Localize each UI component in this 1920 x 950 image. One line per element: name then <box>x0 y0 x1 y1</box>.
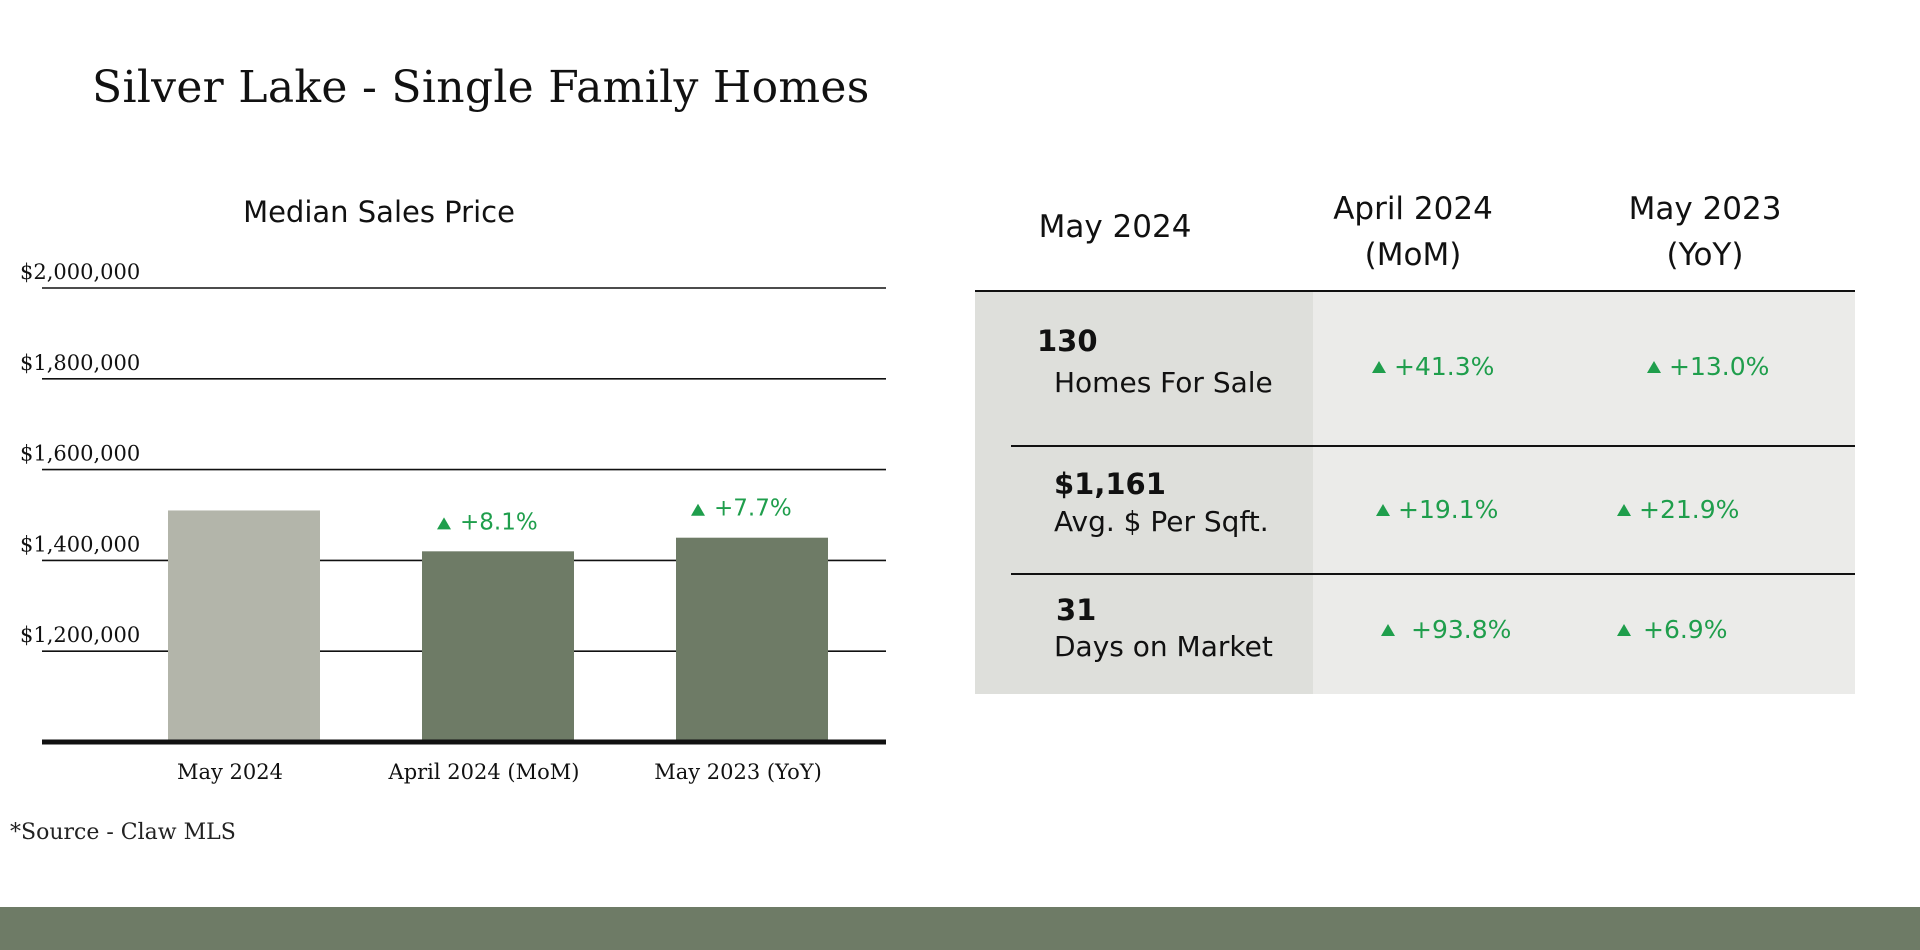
mom-change: +93.8% <box>1381 615 1511 644</box>
metric-column-background <box>975 292 1313 694</box>
metric-label: Homes For Sale <box>1054 366 1273 399</box>
footer-band <box>0 907 1920 950</box>
metric-value: 130 <box>1037 324 1098 358</box>
up-triangle-icon <box>1647 360 1661 373</box>
y-tick-label: $2,000,000 <box>20 260 140 284</box>
column-header-mom-line1: April 2024 <box>1333 191 1493 227</box>
bar <box>676 537 828 742</box>
bar-change-label: +7.7% <box>714 496 792 522</box>
source-note: *Source - Claw MLS <box>10 820 236 845</box>
metric-value: 31 <box>1056 593 1097 627</box>
x-tick-label: April 2024 (MoM) <box>388 760 580 784</box>
metric-label: Avg. $ Per Sqft. <box>1054 505 1269 538</box>
y-tick-label: $1,800,000 <box>20 351 140 375</box>
up-triangle-icon <box>1376 503 1390 516</box>
x-tick-label: May 2024 <box>177 760 283 784</box>
bar-change-label: +8.1% <box>460 509 538 535</box>
up-triangle-icon <box>437 517 451 530</box>
metric-label: Days on Market <box>1054 630 1273 663</box>
x-tick-label: May 2023 (YoY) <box>654 760 822 784</box>
column-header-current: May 2024 <box>1015 204 1215 250</box>
mom-change-value: +93.8% <box>1411 615 1512 644</box>
table-row-homes-for-sale: 130 Homes For Sale +41.3% +13.0% <box>975 292 1855 445</box>
y-tick-label: $1,600,000 <box>20 442 140 466</box>
yoy-change: +13.0% <box>1647 352 1769 381</box>
bar <box>422 551 574 742</box>
mom-change: +19.1% <box>1376 495 1498 524</box>
table-row-days-on-market: 31 Days on Market +93.8% +6.9% <box>1011 573 1855 696</box>
yoy-change-value: +13.0% <box>1669 352 1770 381</box>
yoy-change: +6.9% <box>1617 615 1727 644</box>
y-tick-label: $1,400,000 <box>20 532 140 556</box>
bar <box>168 510 320 742</box>
yoy-change-value: +6.9% <box>1643 615 1728 644</box>
column-header-yoy: May 2023 (YoY) <box>1575 186 1835 278</box>
page-title: Silver Lake - Single Family Homes <box>92 62 870 113</box>
metric-value: $1,161 <box>1054 467 1166 501</box>
mom-change-value: +19.1% <box>1398 495 1499 524</box>
table-row-avg-price-per-sqft: $1,161 Avg. $ Per Sqft. +19.1% +21.9% <box>1011 445 1855 575</box>
mom-change: +41.3% <box>1372 352 1494 381</box>
y-tick-label: $1,200,000 <box>20 623 140 647</box>
yoy-change-value: +21.9% <box>1639 495 1740 524</box>
mom-change-value: +41.3% <box>1394 352 1495 381</box>
up-triangle-icon <box>1381 623 1395 636</box>
up-triangle-icon <box>1372 360 1386 373</box>
table-body: 130 Homes For Sale +41.3% +13.0% $1,161 … <box>975 292 1855 694</box>
column-header-mom-line2: (MoM) <box>1364 237 1462 273</box>
yoy-change: +21.9% <box>1617 495 1739 524</box>
metrics-table: May 2024 April 2024 (MoM) May 2023 (YoY)… <box>975 170 1855 694</box>
column-header-mom: April 2024 (MoM) <box>1283 186 1543 278</box>
column-header-yoy-line1: May 2023 <box>1628 191 1782 227</box>
median-sales-price-chart: Median Sales Price $1,200,000 $1,400,000 $1… <box>20 195 886 784</box>
table-header: May 2024 April 2024 (MoM) May 2023 (YoY) <box>975 170 1855 292</box>
up-triangle-icon <box>691 503 705 516</box>
up-triangle-icon <box>1617 503 1631 516</box>
column-header-current-line1: May 2024 <box>1038 209 1192 245</box>
chart-title: Median Sales Price <box>243 195 515 229</box>
column-header-yoy-line2: (YoY) <box>1666 237 1744 273</box>
up-triangle-icon <box>1617 623 1631 636</box>
